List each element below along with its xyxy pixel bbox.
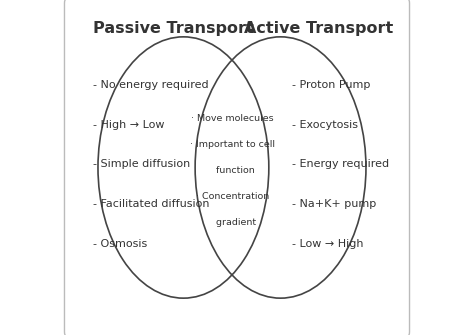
Text: - Low → High: - Low → High [292,239,364,249]
Text: - Exocytosis: - Exocytosis [292,120,358,130]
Text: gradient: gradient [210,218,255,226]
Text: function: function [210,166,255,175]
FancyBboxPatch shape [64,0,410,335]
Text: - Simple diffusion: - Simple diffusion [93,159,190,170]
Text: Active Transport: Active Transport [244,21,393,36]
Text: - Proton Pump: - Proton Pump [292,80,371,90]
Text: Passive Transport: Passive Transport [93,21,254,36]
Text: - Na+K+ pump: - Na+K+ pump [292,199,376,209]
Text: - High → Low: - High → Low [93,120,164,130]
Text: - No energy required: - No energy required [93,80,209,90]
Text: - Facilitated diffusion: - Facilitated diffusion [93,199,210,209]
Text: · Concentration: · Concentration [196,192,269,201]
Text: · Move molecules: · Move molecules [191,115,274,123]
Text: - Osmosis: - Osmosis [93,239,147,249]
Text: · Important to cell: · Important to cell [190,140,275,149]
Text: - Energy required: - Energy required [292,159,390,170]
